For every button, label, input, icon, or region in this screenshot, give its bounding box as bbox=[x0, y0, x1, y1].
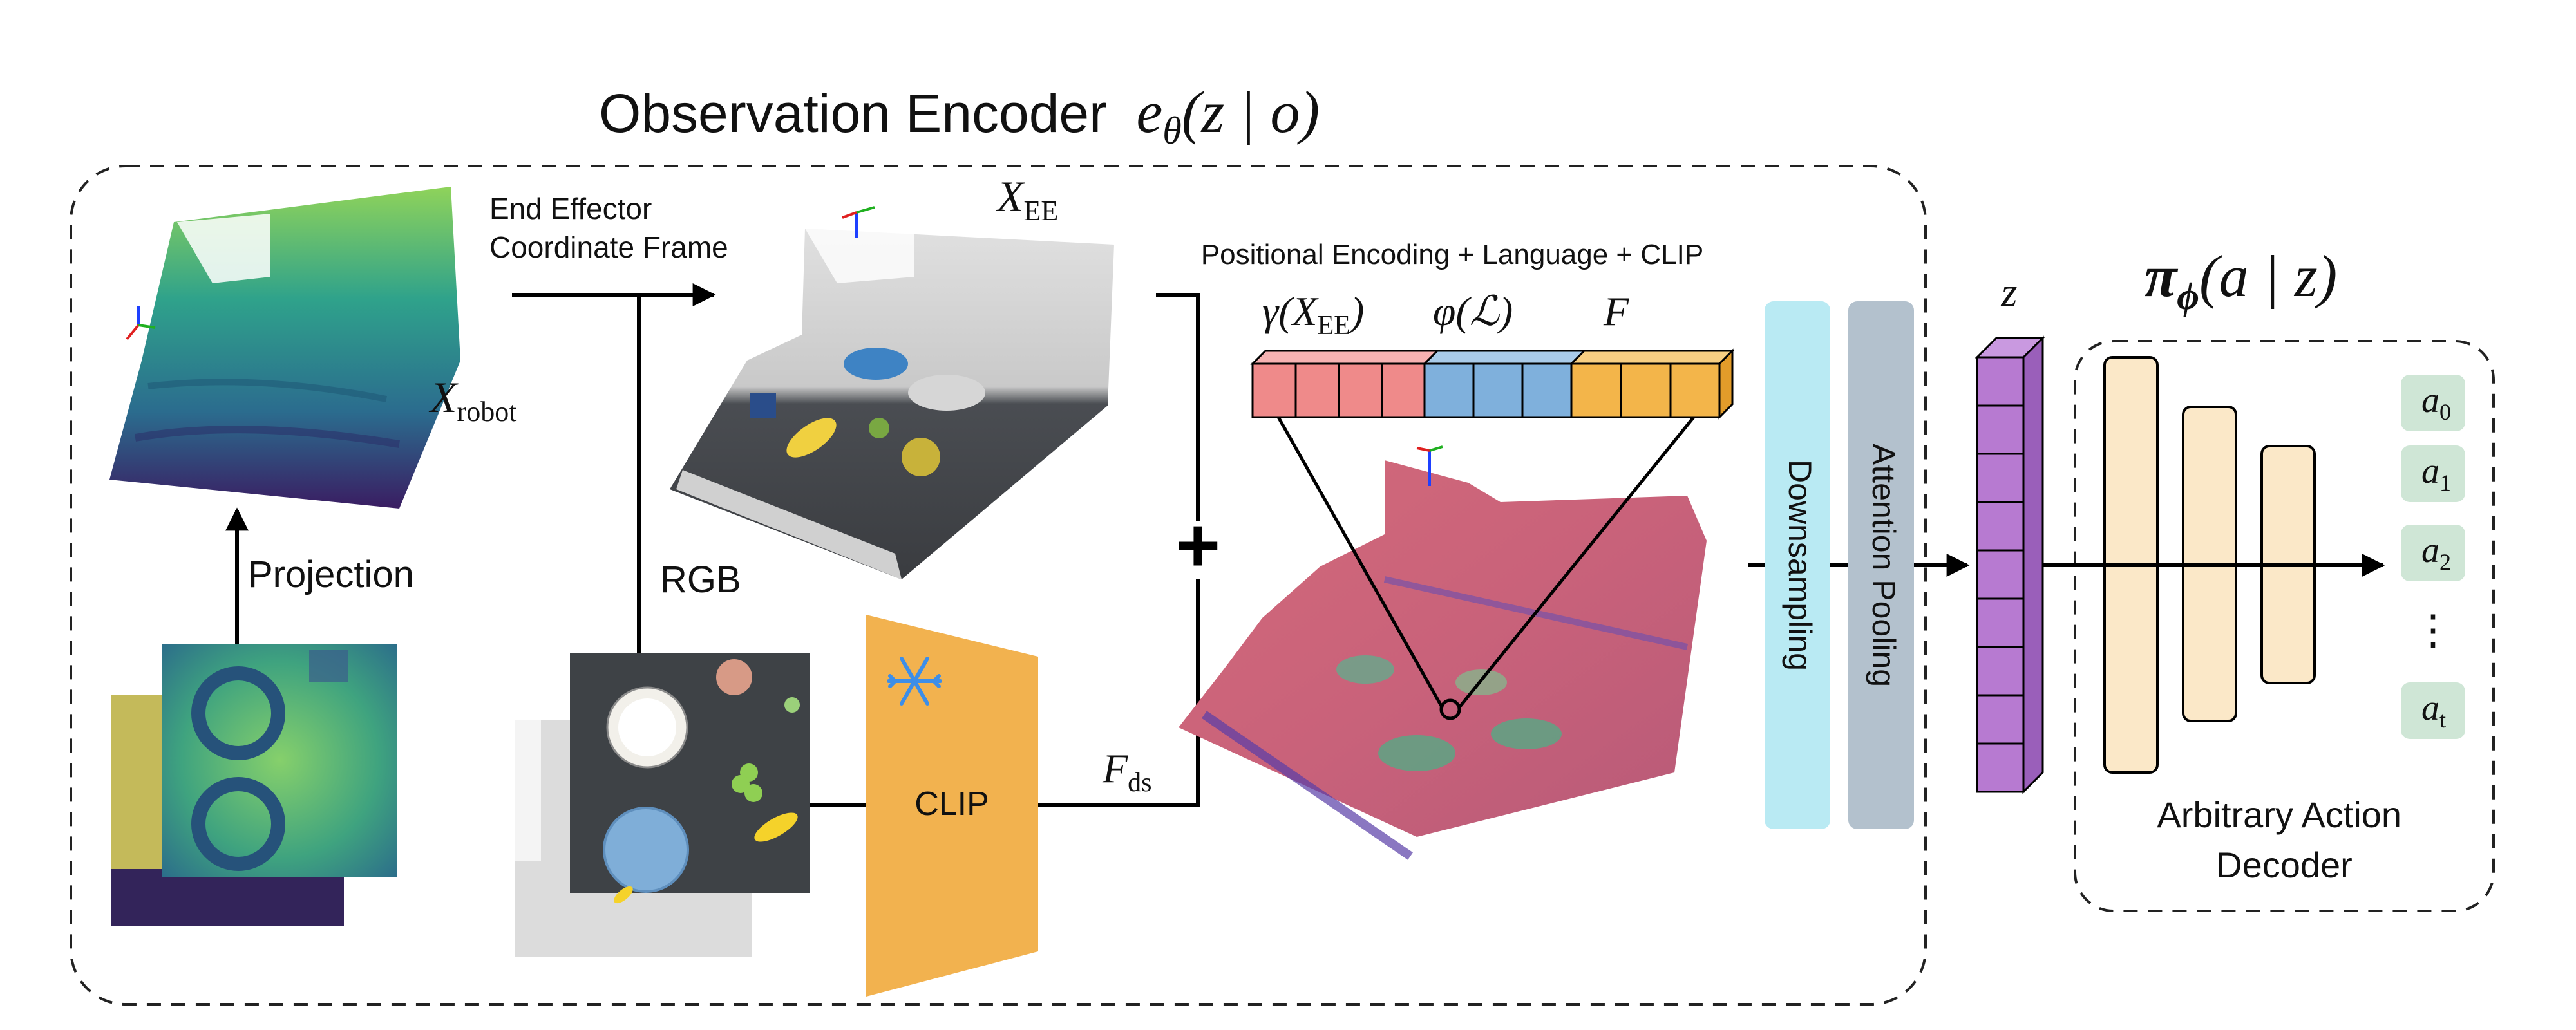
ee-frame-point-cloud bbox=[670, 229, 1114, 579]
depth-image-stack bbox=[111, 644, 397, 926]
projection-label: Projection bbox=[248, 554, 414, 595]
coordinate-axes-icon bbox=[1416, 445, 1443, 486]
token-f-3 bbox=[1669, 362, 1721, 418]
phi-label: φ(ℒ) bbox=[1433, 288, 1513, 334]
f-label: F bbox=[1603, 288, 1629, 334]
action-token-0-label: a0 bbox=[2421, 380, 2451, 425]
downsampling-block bbox=[1765, 301, 1830, 829]
action-token-1 bbox=[2401, 445, 2465, 502]
depth-point-cloud bbox=[109, 187, 460, 509]
clip-label: CLIP bbox=[914, 785, 989, 823]
token-bar bbox=[1250, 348, 1735, 420]
action-ellipsis: ⋮ bbox=[2412, 606, 2454, 653]
gamma-label: γ(XEE) bbox=[1262, 288, 1364, 341]
fds-connector bbox=[1038, 579, 1200, 807]
token-f-2 bbox=[1620, 362, 1672, 418]
token-gamma-2 bbox=[1294, 362, 1340, 418]
attention-pooling-block bbox=[1848, 301, 1914, 829]
decoder-title: Arbitrary Action Decoder bbox=[2157, 794, 2411, 885]
action-token-1-label: a1 bbox=[2421, 451, 2451, 496]
attention-pooling-label: Attention Pooling bbox=[1866, 444, 1902, 687]
x-ee-label: XEE bbox=[995, 172, 1058, 227]
rgb-label: RGB bbox=[660, 559, 741, 601]
token-f-1 bbox=[1570, 362, 1622, 418]
policy-title: πϕ(a | z) bbox=[2145, 243, 2337, 317]
snowflake-icon bbox=[887, 657, 942, 706]
xee-connector bbox=[1156, 293, 1200, 521]
cone-line-right bbox=[1457, 416, 1695, 709]
decoder-container bbox=[2074, 340, 2495, 912]
plus-symbol: + bbox=[1175, 502, 1220, 588]
action-token-t-label: at bbox=[2421, 688, 2446, 733]
coordinate-axes-icon bbox=[126, 306, 156, 341]
clip-encoder bbox=[866, 615, 1038, 997]
downsampling-label: Downsampling bbox=[1782, 460, 1818, 671]
coordinate-axes-icon bbox=[842, 206, 875, 238]
token-gamma-1 bbox=[1251, 362, 1297, 418]
action-token-0 bbox=[2401, 375, 2465, 431]
token-gamma-4 bbox=[1381, 362, 1426, 418]
end-effector-label: End Effector Coordinate Frame bbox=[489, 192, 728, 264]
feature-point-cloud bbox=[1179, 460, 1707, 860]
token-phi-1 bbox=[1423, 362, 1475, 418]
action-token-2-label: a2 bbox=[2421, 530, 2451, 575]
token-gamma-3 bbox=[1338, 362, 1383, 418]
z-label: z bbox=[2001, 269, 2018, 315]
encoder-title: Observation Encoder eθ(z | o) bbox=[599, 79, 1320, 152]
x-robot-label: Xrobot bbox=[428, 373, 516, 427]
action-token-t bbox=[2401, 682, 2465, 739]
fds-label: Fds bbox=[1102, 745, 1151, 798]
z-latent-stack bbox=[1975, 335, 2045, 794]
rgb-image-stack bbox=[515, 653, 810, 957]
positional-header: Positional Encoding + Language + CLIP bbox=[1201, 239, 1703, 270]
action-token-2 bbox=[2401, 525, 2465, 581]
token-phi-3 bbox=[1521, 362, 1573, 418]
token-phi-2 bbox=[1472, 362, 1524, 418]
action-tokens: a0 a1 a2 ⋮ at bbox=[2401, 375, 2465, 739]
cone-line-left bbox=[1276, 416, 1444, 709]
cone-focal-point bbox=[1439, 698, 1461, 720]
